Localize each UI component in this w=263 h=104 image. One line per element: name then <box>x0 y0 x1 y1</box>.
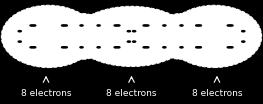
Circle shape <box>33 47 36 48</box>
Circle shape <box>242 31 245 32</box>
Circle shape <box>163 47 166 48</box>
Circle shape <box>80 25 83 26</box>
Ellipse shape <box>74 6 189 67</box>
Circle shape <box>146 47 149 48</box>
Circle shape <box>242 41 245 42</box>
Circle shape <box>196 25 199 26</box>
Circle shape <box>127 41 130 42</box>
Circle shape <box>198 25 201 26</box>
Circle shape <box>127 31 130 32</box>
Circle shape <box>230 47 233 48</box>
Circle shape <box>62 47 65 48</box>
Circle shape <box>198 47 201 48</box>
Circle shape <box>163 25 166 26</box>
Circle shape <box>143 47 146 48</box>
Circle shape <box>133 41 136 42</box>
Circle shape <box>30 25 33 26</box>
Circle shape <box>117 25 120 26</box>
Circle shape <box>18 31 21 32</box>
Circle shape <box>133 31 136 32</box>
Circle shape <box>227 47 230 48</box>
Ellipse shape <box>167 5 262 68</box>
Text: 8 electrons: 8 electrons <box>106 89 157 98</box>
Circle shape <box>180 47 183 48</box>
Circle shape <box>227 25 230 26</box>
Circle shape <box>64 25 67 26</box>
Circle shape <box>18 41 21 42</box>
Circle shape <box>33 25 36 26</box>
Text: 8 electrons: 8 electrons <box>21 89 71 98</box>
Circle shape <box>97 25 100 26</box>
Circle shape <box>180 25 183 26</box>
Circle shape <box>117 47 120 48</box>
Circle shape <box>196 47 199 48</box>
Circle shape <box>146 25 149 26</box>
Ellipse shape <box>58 14 108 59</box>
Circle shape <box>114 47 117 48</box>
Ellipse shape <box>155 14 205 59</box>
Circle shape <box>143 25 146 26</box>
Circle shape <box>30 47 33 48</box>
Circle shape <box>62 25 65 26</box>
Circle shape <box>80 47 83 48</box>
Text: 8 electrons: 8 electrons <box>192 89 242 98</box>
Circle shape <box>114 25 117 26</box>
Circle shape <box>97 47 100 48</box>
Ellipse shape <box>1 5 96 68</box>
Circle shape <box>64 47 67 48</box>
Circle shape <box>230 25 233 26</box>
